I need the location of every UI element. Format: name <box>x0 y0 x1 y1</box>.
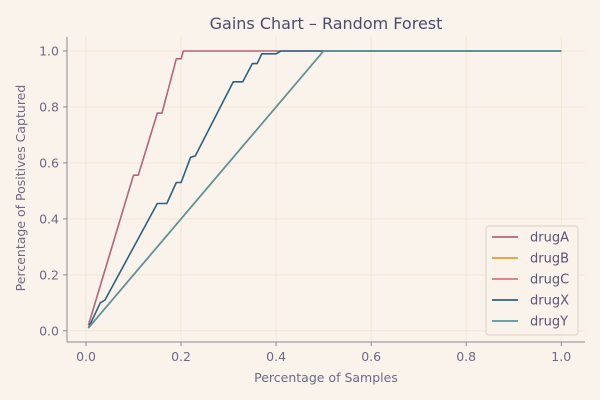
x-tick-label-2: 0.4 <box>266 349 286 364</box>
y-tick-label-4: 0.8 <box>39 99 59 114</box>
x-axis-label: Percentage of Samples <box>254 370 398 385</box>
x-tick-label-4: 0.8 <box>456 349 476 364</box>
legend-label-drugB: drugB <box>530 252 569 267</box>
legend-label-drugC: drugC <box>530 273 569 288</box>
y-tick-label-2: 0.4 <box>39 211 59 226</box>
series-line-drugY <box>87 50 562 329</box>
y-tick-label-5: 1.0 <box>39 43 59 58</box>
legend-label-drugX: drugX <box>530 294 569 309</box>
series-line-drugA <box>87 50 562 326</box>
x-tick-label-1: 0.2 <box>171 349 191 364</box>
y-tick-label-0: 0.0 <box>39 323 59 338</box>
series-lines <box>87 50 562 329</box>
legend-label-drugA: drugA <box>530 231 569 246</box>
x-tick-label-0: 0.0 <box>76 349 96 364</box>
y-axis-label: Percentage of Positives Captured <box>13 85 28 292</box>
x-tick-label-3: 0.6 <box>361 349 381 364</box>
x-tick-label-5: 1.0 <box>551 349 571 364</box>
axes <box>63 37 585 346</box>
series-line-drugX <box>87 50 562 329</box>
legend: drugA drugB drugC drugX drugY <box>485 225 579 336</box>
legend-label-drugY: drugY <box>530 315 568 330</box>
chart-title: Gains Chart – Random Forest <box>210 14 443 33</box>
y-tick-label-1: 0.2 <box>39 267 59 282</box>
tick-labels: 0.0 0.2 0.4 0.6 0.8 1.0 0.0 0.2 0.4 0.6 0.8 1.0 <box>39 43 571 364</box>
grid <box>67 37 585 342</box>
legend-box <box>485 225 579 336</box>
y-tick-label-3: 0.6 <box>39 155 59 170</box>
